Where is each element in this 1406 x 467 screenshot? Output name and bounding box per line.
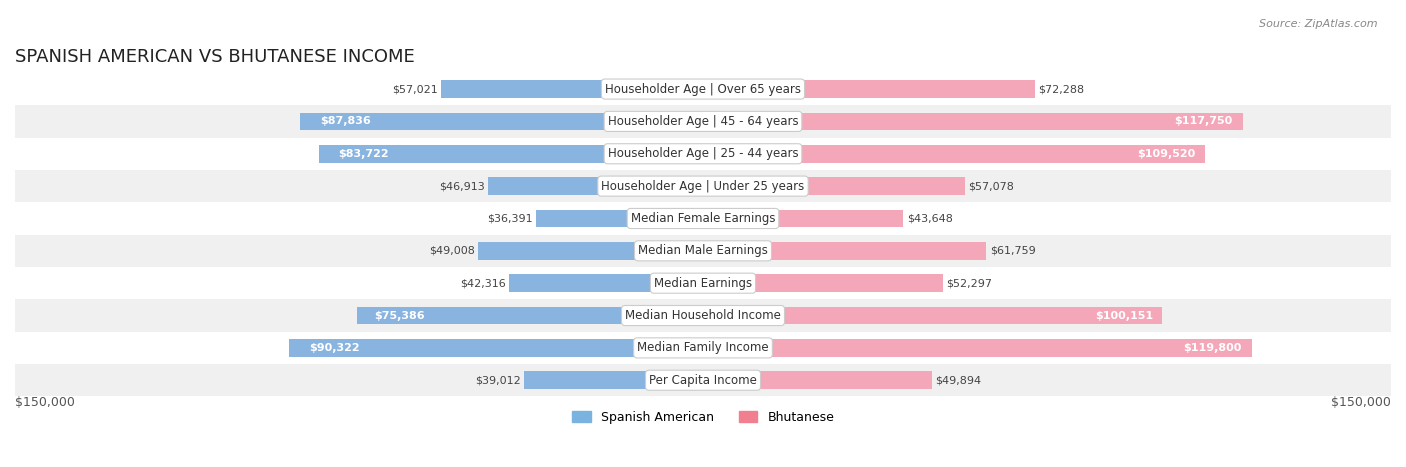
Bar (299, 113, 703, 130)
Text: $117,750: $117,750 (1174, 116, 1232, 127)
Bar (15, 202, 1391, 234)
Text: $87,836: $87,836 (321, 116, 371, 127)
Text: Source: ZipAtlas.com: Source: ZipAtlas.com (1260, 19, 1378, 28)
Text: Householder Age | Over 65 years: Householder Age | Over 65 years (605, 83, 801, 96)
Text: $57,021: $57,021 (392, 84, 439, 94)
Bar (15, 332, 1391, 364)
Text: Median Earnings: Median Earnings (654, 276, 752, 290)
Text: $43,648: $43,648 (907, 213, 952, 224)
Text: $36,391: $36,391 (486, 213, 533, 224)
Bar (703, 145, 1205, 163)
Bar (703, 242, 986, 260)
Text: $72,288: $72,288 (1038, 84, 1084, 94)
Text: $90,322: $90,322 (309, 343, 360, 353)
Text: $57,078: $57,078 (969, 181, 1014, 191)
Bar (15, 299, 1391, 332)
Bar (703, 274, 943, 292)
Bar (15, 364, 1391, 396)
Bar (703, 177, 965, 195)
Bar (488, 177, 703, 195)
Bar (441, 80, 703, 98)
Bar (15, 105, 1391, 138)
Text: $109,520: $109,520 (1137, 149, 1195, 159)
Text: $61,759: $61,759 (990, 246, 1035, 256)
Text: $75,386: $75,386 (374, 311, 425, 320)
Text: SPANISH AMERICAN VS BHUTANESE INCOME: SPANISH AMERICAN VS BHUTANESE INCOME (15, 49, 415, 66)
Text: $150,000: $150,000 (1331, 396, 1391, 410)
Bar (703, 307, 1163, 325)
Bar (536, 210, 703, 227)
Text: $46,913: $46,913 (439, 181, 485, 191)
Bar (703, 371, 932, 389)
Text: Householder Age | Under 25 years: Householder Age | Under 25 years (602, 180, 804, 192)
Bar (478, 242, 703, 260)
Bar (703, 210, 903, 227)
Text: Median Family Income: Median Family Income (637, 341, 769, 354)
Text: $100,151: $100,151 (1095, 311, 1153, 320)
Bar (703, 113, 1243, 130)
Text: Householder Age | 25 - 44 years: Householder Age | 25 - 44 years (607, 147, 799, 160)
Bar (703, 80, 1035, 98)
Text: $42,316: $42,316 (460, 278, 506, 288)
Text: $39,012: $39,012 (475, 375, 520, 385)
Text: Median Male Earnings: Median Male Earnings (638, 244, 768, 257)
Text: $83,722: $83,722 (339, 149, 389, 159)
Text: $52,297: $52,297 (946, 278, 993, 288)
Bar (524, 371, 703, 389)
Text: $49,008: $49,008 (429, 246, 475, 256)
Text: $119,800: $119,800 (1182, 343, 1241, 353)
Bar (15, 170, 1391, 202)
Bar (15, 267, 1391, 299)
Bar (357, 307, 703, 325)
Text: Householder Age | 45 - 64 years: Householder Age | 45 - 64 years (607, 115, 799, 128)
Bar (509, 274, 703, 292)
Legend: Spanish American, Bhutanese: Spanish American, Bhutanese (567, 406, 839, 429)
Bar (703, 339, 1253, 357)
Bar (15, 73, 1391, 105)
Bar (288, 339, 703, 357)
Bar (15, 138, 1391, 170)
Text: Per Capita Income: Per Capita Income (650, 374, 756, 387)
Text: $49,894: $49,894 (935, 375, 981, 385)
Bar (15, 234, 1391, 267)
Text: Median Female Earnings: Median Female Earnings (631, 212, 775, 225)
Text: Median Household Income: Median Household Income (626, 309, 780, 322)
Bar (319, 145, 703, 163)
Text: $150,000: $150,000 (15, 396, 75, 410)
